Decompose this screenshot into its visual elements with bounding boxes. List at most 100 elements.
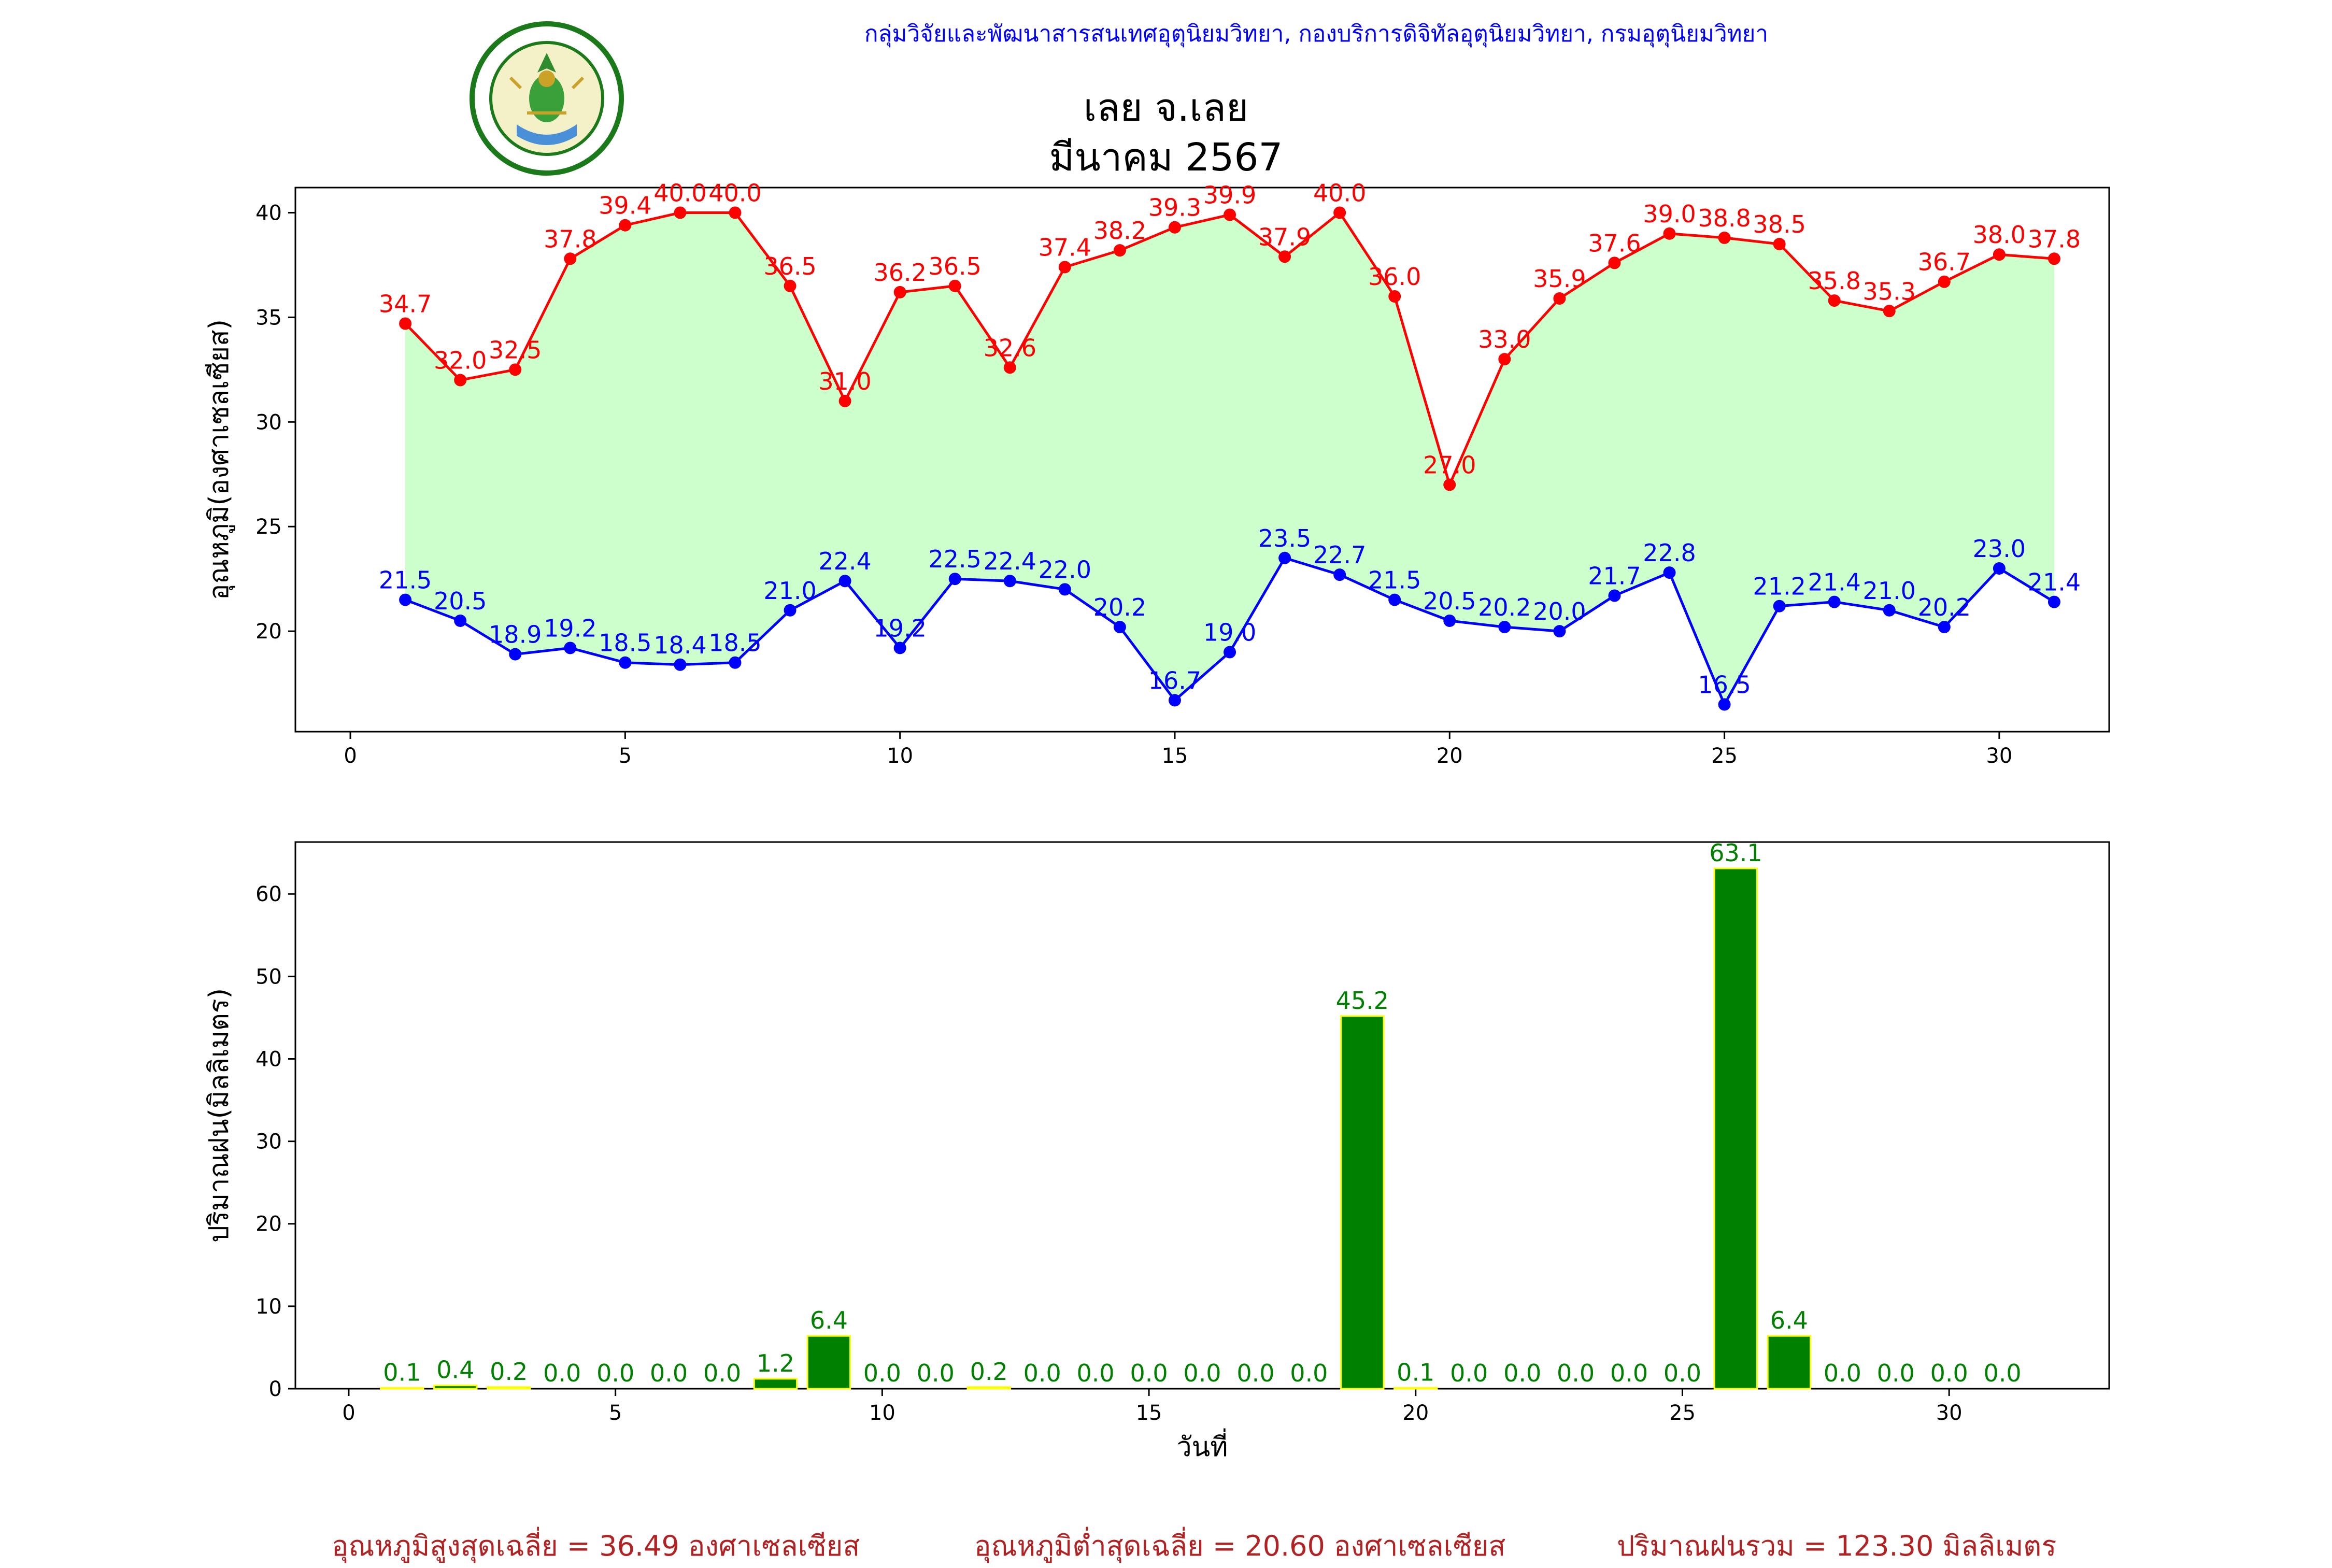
rain-data-label: 0.0 — [1877, 1359, 1915, 1387]
rain-x-axis-title: วันที่ — [1176, 1428, 1228, 1463]
temp-min-point — [454, 614, 467, 627]
temp-min-point — [1883, 604, 1896, 617]
rain-data-label: 0.0 — [917, 1359, 955, 1387]
rain-y-tick-label: 30 — [255, 1130, 282, 1154]
temp-max-data-label: 37.9 — [1258, 223, 1311, 251]
temp-max-data-label: 36.5 — [763, 252, 816, 280]
temp-min-point — [1278, 551, 1291, 564]
rainfall-chart: 0 5 10 15 20 25 30 0 10 20 30 40 50 60 ปริมาณฝน(มิลลิเ… — [204, 839, 2110, 1463]
rain-data-label: 0.0 — [1290, 1359, 1328, 1387]
temp-min-data-label: 21.5 — [1368, 566, 1421, 594]
rain-data-label: 0.0 — [1557, 1359, 1595, 1387]
rain-bar — [487, 1386, 531, 1390]
temp-max-data-label: 37.6 — [1588, 229, 1641, 257]
rain-y-tick-label: 0 — [269, 1377, 282, 1401]
temp-max-data-label: 32.6 — [984, 334, 1036, 362]
temp-min-data-label: 19.0 — [1203, 619, 1256, 647]
temp-min-point — [1388, 593, 1401, 606]
avg-min-temp-text: อุณหภูมิต่ำสุดเฉลี่ย = 20.60 องศาเซลเซีย… — [974, 1530, 1506, 1562]
rain-bar — [806, 1335, 851, 1390]
temp-min-point — [399, 593, 412, 606]
rain-y-axis-title: ปริมาณฝน(มิลลิเมตร) — [204, 988, 235, 1243]
temp-min-point — [1003, 575, 1016, 588]
temp-min-point — [1718, 698, 1731, 711]
rain-data-label: 0.0 — [1984, 1359, 2022, 1387]
temp-max-point — [509, 363, 522, 376]
temp-min-data-label: 21.0 — [763, 577, 816, 605]
rain-y-tick-label: 20 — [255, 1213, 282, 1236]
temp-min-point — [893, 642, 906, 654]
temp-max-point — [619, 219, 632, 232]
temp-max-data-label: 40.0 — [1313, 179, 1366, 207]
rain-bar — [1340, 1015, 1385, 1390]
temp-min-data-label: 18.5 — [599, 629, 651, 657]
rain-data-label: 0.0 — [543, 1359, 581, 1387]
temp-min-data-label: 18.4 — [653, 631, 706, 659]
temp-min-data-label: 20.2 — [1918, 593, 1971, 621]
temp-min-data-label: 20.2 — [1478, 593, 1531, 621]
temp-max-data-label: 36.2 — [873, 259, 926, 287]
temp-x-tick-label: 15 — [1162, 744, 1188, 768]
title-month: มีนาคม 2567 — [1049, 135, 1283, 180]
temp-max-point — [1443, 478, 1456, 491]
temperature-range-fill — [405, 212, 2054, 705]
temp-y-axis-title: อุณหภูมิ(องศาเซลเซียส) — [204, 319, 235, 600]
temp-max-point — [564, 252, 577, 265]
temp-max-point — [784, 279, 797, 292]
temp-max-point — [838, 394, 851, 407]
temp-max-data-label: 32.0 — [434, 347, 487, 375]
temp-max-point — [674, 206, 687, 219]
rain-data-label: 0.0 — [1610, 1359, 1648, 1387]
department-header: กลุ่มวิจัยและพัฒนาสารสนเทศอุตุนิยมวิทยา,… — [864, 21, 1769, 47]
temp-min-point — [1498, 621, 1511, 634]
rain-data-label: 0.0 — [1077, 1359, 1115, 1387]
temp-min-data-label: 19.2 — [873, 614, 926, 642]
total-rain-text: ปริมาณฝนรวม = 123.30 มิลลิเมตร — [1617, 1530, 2057, 1562]
temp-max-point — [1168, 221, 1181, 234]
temp-min-data-label: 20.2 — [1093, 593, 1146, 621]
temp-min-data-label: 22.4 — [984, 547, 1036, 575]
temp-max-data-label: 40.0 — [708, 179, 761, 207]
rain-plot-frame — [294, 841, 2110, 1390]
rain-data-label: 0.0 — [1503, 1359, 1541, 1387]
temp-max-data-label: 35.9 — [1533, 265, 1586, 293]
temp-max-point — [1113, 244, 1126, 257]
temp-max-point — [1993, 248, 2006, 261]
temp-x-tick-label: 25 — [1711, 744, 1738, 768]
temp-y-tick-label: 25 — [255, 515, 282, 539]
temp-max-data-label: 40.0 — [653, 179, 706, 207]
rain-data-label: 0.0 — [703, 1359, 741, 1387]
temp-min-data-label: 21.2 — [1753, 573, 1805, 601]
temp-max-point — [399, 317, 412, 330]
temp-max-point — [454, 374, 467, 387]
rain-bar — [966, 1386, 1011, 1390]
temp-max-point — [2047, 252, 2060, 265]
temp-min-data-label: 18.5 — [708, 629, 761, 657]
temp-max-point — [1608, 256, 1621, 269]
temp-min-data-label: 16.5 — [1698, 671, 1751, 699]
rain-y-tick-label: 10 — [255, 1295, 282, 1319]
rain-bar — [1393, 1387, 1438, 1390]
rain-x-tick-label: 10 — [869, 1401, 895, 1425]
temp-max-point — [1828, 294, 1841, 307]
rain-bar — [433, 1385, 478, 1390]
temp-min-point — [1113, 621, 1126, 634]
temp-max-data-label: 37.8 — [2028, 225, 2081, 253]
rain-y-tick-label: 50 — [255, 965, 282, 989]
temp-plot-frame — [294, 187, 2110, 733]
temp-min-data-label: 21.4 — [1808, 568, 1860, 596]
rain-data-label: 0.0 — [1824, 1359, 1861, 1387]
temp-max-data-label: 35.8 — [1808, 267, 1860, 295]
temp-y-tick-label: 20 — [255, 620, 282, 644]
temp-min-point — [838, 575, 851, 588]
rain-data-label: 0.0 — [1130, 1359, 1168, 1387]
rain-data-label: 6.4 — [1770, 1306, 1808, 1334]
temp-min-point — [1553, 625, 1566, 638]
temperature-chart: 0 5 10 15 20 25 30 20 25 30 35 40 อุณหภูมิ(องศาเซลเซ… — [204, 179, 2110, 768]
temp-min-data-label: 22.4 — [818, 547, 871, 575]
temp-max-data-label: 39.4 — [599, 192, 651, 220]
temp-max-point — [1333, 206, 1346, 219]
rain-data-label: 0.0 — [1023, 1359, 1061, 1387]
temp-min-data-label: 22.0 — [1039, 555, 1091, 583]
rain-x-tick-label: 25 — [1669, 1401, 1696, 1425]
